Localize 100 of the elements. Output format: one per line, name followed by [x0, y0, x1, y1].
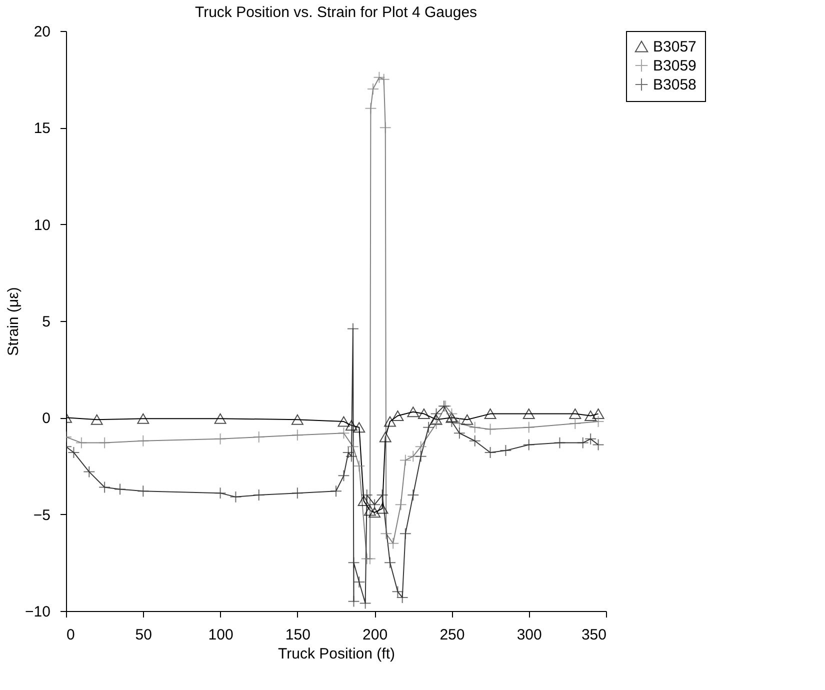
point: [446, 412, 458, 423]
x-tick-label: 300: [516, 626, 542, 644]
point: [348, 595, 360, 608]
point: [368, 507, 381, 518]
point: [569, 417, 582, 430]
point: [576, 436, 589, 449]
point: [461, 414, 474, 425]
point: [353, 576, 366, 588]
point: [414, 450, 427, 462]
point: [384, 556, 396, 569]
point: [338, 470, 350, 482]
point: [500, 444, 512, 457]
point: [345, 420, 358, 431]
point: [484, 446, 496, 458]
y-axis-title: Strain (με): [5, 287, 22, 356]
point: [330, 485, 342, 498]
point: [367, 83, 380, 95]
point: [554, 436, 566, 449]
point: [592, 408, 604, 420]
point: [137, 413, 150, 424]
point: [291, 487, 304, 500]
y-tick-label: −5: [33, 506, 50, 524]
point: [214, 413, 226, 424]
point: [291, 429, 304, 442]
point: [407, 406, 420, 418]
point: [338, 427, 350, 440]
point: [338, 416, 350, 427]
chart-title: Truck Position vs. Strain for Plot 4 Gauges: [194, 4, 478, 21]
point: [422, 421, 435, 434]
point: [214, 432, 226, 445]
point: [522, 438, 535, 451]
point: [214, 487, 226, 500]
x-tick-label: 50: [135, 626, 152, 644]
x-tick-label: 0: [66, 626, 75, 644]
point: [114, 483, 126, 496]
point: [453, 417, 466, 430]
point: [392, 410, 404, 421]
x-tick-label: 100: [208, 626, 234, 644]
point: [360, 489, 373, 501]
point: [252, 489, 265, 501]
x-tick-label: 150: [285, 626, 310, 644]
point: [346, 440, 359, 453]
point: [414, 440, 427, 453]
point: [83, 466, 96, 478]
point: [98, 436, 111, 449]
point: [446, 416, 458, 428]
point: [373, 71, 386, 84]
point: [364, 552, 376, 565]
point: [359, 597, 372, 610]
y-tick-label: 15: [34, 120, 50, 138]
point: [418, 408, 430, 420]
x-tick-label: 350: [581, 626, 606, 644]
point: [522, 421, 535, 434]
point: [137, 485, 150, 498]
point: [353, 422, 366, 433]
legend-label: B3058: [653, 76, 696, 94]
x-tick-label: 250: [440, 626, 465, 644]
y-tick-label: 20: [34, 24, 50, 40]
point: [430, 408, 442, 420]
point: [399, 454, 412, 466]
point: [364, 505, 376, 516]
point: [384, 416, 396, 427]
point: [453, 427, 466, 440]
point: [358, 496, 370, 506]
point: [90, 414, 103, 425]
point: [399, 528, 412, 540]
legend-label: B3059: [653, 58, 696, 74]
point: [376, 503, 388, 514]
y-tick-label: 5: [42, 314, 50, 330]
point: [380, 528, 392, 540]
point: [569, 408, 582, 420]
point: [342, 446, 354, 458]
point: [353, 460, 366, 472]
point: [378, 73, 390, 86]
point: [379, 432, 392, 442]
point: [430, 417, 442, 430]
y-tick-label: 0: [42, 410, 50, 428]
point: [592, 416, 604, 428]
point: [346, 322, 359, 335]
y-tick-label: −10: [25, 604, 50, 620]
point: [387, 537, 400, 550]
point: [75, 436, 88, 449]
point: [376, 489, 388, 501]
point: [291, 414, 304, 425]
point: [484, 423, 496, 436]
point: [379, 122, 392, 134]
point: [407, 489, 420, 501]
point: [394, 498, 407, 511]
x-axis-title: Truck Position (ft): [278, 646, 395, 662]
point: [345, 450, 358, 462]
legend-label: B3057: [653, 38, 696, 56]
point: [348, 556, 360, 569]
point: [230, 490, 242, 503]
point: [468, 421, 481, 434]
point: [522, 408, 535, 420]
x-tick-label: 200: [362, 626, 388, 644]
point: [468, 434, 481, 447]
y-tick-label: 10: [34, 216, 50, 234]
point: [252, 431, 265, 443]
point: [137, 434, 150, 447]
